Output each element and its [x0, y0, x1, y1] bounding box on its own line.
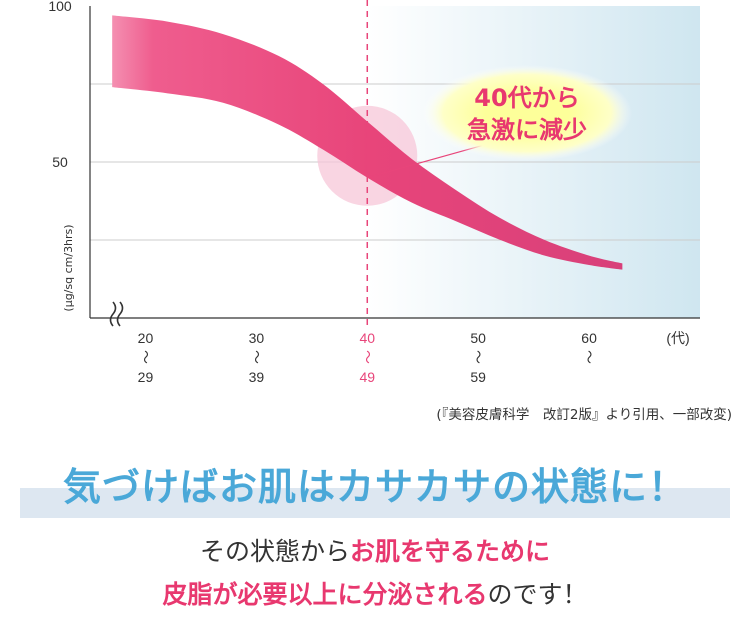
x-tick-label: 30	[249, 330, 265, 346]
x-tick-label: 59	[470, 369, 486, 385]
x-tick-range-mark: 〜	[470, 350, 486, 364]
x-tick-label: 39	[249, 369, 265, 385]
axis-break-stroke	[109, 301, 117, 327]
source-note: (『美容皮膚科学 改訂2版』より引用、一部改変)	[436, 407, 732, 423]
y-tick-label: 50	[52, 154, 68, 170]
x-tick-label: 50	[470, 330, 486, 346]
x-tick-label: 29	[138, 369, 154, 385]
body-line-2-bold: 皮脂が必要以上に分泌される	[162, 580, 488, 609]
body-line-1-bold: お肌を守るために	[350, 537, 551, 566]
x-tick-range-mark: 〜	[581, 350, 597, 364]
headline-bar	[20, 488, 730, 518]
chart: 100 50 20 〜 29 30 〜 39 40 〜 49 50 〜 59 60 〜 40代から急激に減少…	[48, 0, 700, 385]
x-tick-range-mark: 〜	[248, 350, 264, 364]
x-tick-label: 49	[359, 369, 375, 385]
y-axis-label: (μg/sq cm/3hrs)	[62, 224, 75, 311]
callout-text: 急激に減少	[467, 116, 587, 144]
y-tick-label: 100	[48, 0, 72, 14]
callout-text: 40代から	[474, 84, 579, 112]
x-tick-label: 40	[359, 330, 375, 346]
body-line-1-plain: その状態から	[199, 537, 350, 566]
x-axis-unit: (代)	[666, 330, 689, 346]
headline: 気づけばお肌はカサカサの状態に！	[62, 464, 687, 509]
axis-break-icon	[109, 301, 124, 327]
x-tick-label: 60	[581, 330, 597, 346]
sebum-band	[112, 15, 623, 270]
body-line-1: その状態からお肌を守るために	[0, 532, 750, 568]
x-tick-range-mark: 〜	[359, 350, 375, 364]
body-line-2-plain: のです！	[487, 580, 588, 609]
axis-break-stroke	[116, 301, 124, 327]
body-line-2: 皮脂が必要以上に分泌されるのです！	[0, 575, 750, 611]
x-tick-range-mark: 〜	[137, 350, 153, 364]
x-tick-label: 20	[138, 330, 154, 346]
callout-glow	[422, 65, 632, 161]
